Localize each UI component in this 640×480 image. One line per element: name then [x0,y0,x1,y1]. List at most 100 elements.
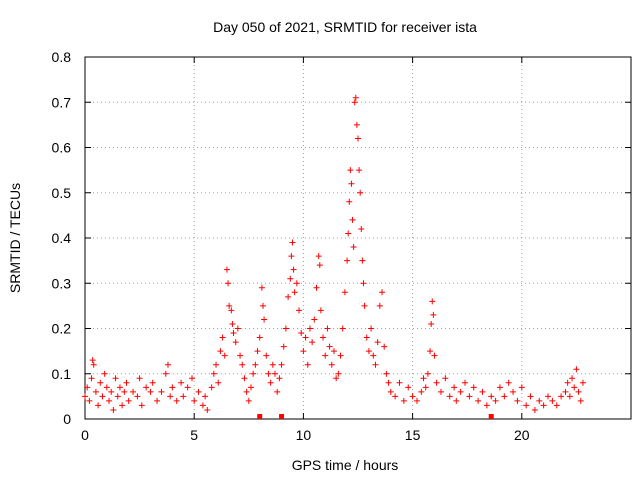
x-axis-label: GPS time / hours [292,457,399,473]
data-point [291,289,298,296]
data-point [365,348,372,355]
data-point [385,379,392,386]
data-point [82,393,88,400]
data-point [285,293,292,300]
y-tick-label: 0.4 [52,230,72,246]
data-point [573,366,580,373]
data-point [272,370,279,377]
data-point [363,334,370,341]
data-point [269,361,276,368]
gap-markers [257,414,494,419]
data-point [347,167,354,174]
data-point [359,257,366,264]
data-point [540,402,547,409]
data-point [210,370,217,377]
data-point [341,289,348,296]
data-point [228,307,235,314]
data-point [95,402,102,409]
data-point [225,280,232,287]
data-point [518,384,525,391]
data-point [372,361,379,368]
data-point [376,302,383,309]
data-point [289,239,296,246]
x-tick-label: 15 [405,427,421,443]
data-point [245,397,252,404]
data-point [250,370,257,377]
data-point [430,311,437,318]
data-point [431,352,438,359]
data-point [247,384,254,391]
data-point [457,388,464,395]
y-tick-label: 0 [63,411,71,427]
data-point [562,388,569,395]
data-point [215,379,222,386]
data-point [138,402,145,409]
data-point [575,388,582,395]
y-tick-label: 0.3 [52,275,72,291]
y-tick-label: 0.1 [52,366,72,382]
data-point [288,253,295,260]
data-point [571,384,578,391]
data-point [178,379,185,386]
data-point [116,384,123,391]
data-point [424,370,431,377]
data-point [462,379,469,386]
data-point [136,375,143,382]
data-point [536,397,543,404]
data-point [564,379,571,386]
data-point [263,352,270,359]
data-point [169,384,176,391]
data-point [527,393,534,400]
data-point [316,262,323,269]
data-point [356,167,363,174]
data-point [287,275,294,282]
data-point [352,94,359,101]
data-point [256,334,263,341]
data-point [400,397,407,404]
data-point [429,298,436,305]
data-point [276,375,283,382]
data-point [360,280,367,287]
data-point [313,284,320,291]
data-point [349,216,356,223]
data-point [350,244,357,251]
data-point [451,384,458,391]
data-point [328,361,335,368]
data-point [208,384,215,391]
data-point [106,397,113,404]
data-point [167,393,174,400]
data-point [147,388,154,395]
data-point [282,325,289,332]
data-point [191,397,198,404]
data-point [112,375,119,382]
data-point [302,334,309,341]
data-points [82,94,586,413]
data-point [531,406,538,413]
data-point [195,388,202,395]
data-point [221,352,228,359]
data-point [232,339,239,346]
data-point [577,397,584,404]
data-point [229,320,236,327]
y-tick-label: 0.6 [52,140,72,156]
x-tick-label: 10 [296,427,312,443]
data-point [243,388,250,395]
data-point [361,302,368,309]
axis-ticks: 0 0.1 0.2 0.3 0.4 0.5 0.6 0.7 0.8 0 5 10 15 20 [52,49,631,443]
data-point [446,393,453,400]
data-point [475,397,482,404]
gap-marker [279,414,285,419]
data-point [405,384,412,391]
data-point [553,402,560,409]
data-point [311,316,318,323]
data-point [501,393,508,400]
grid [85,57,631,419]
data-point [339,325,346,332]
data-point [333,375,340,382]
data-point [199,402,206,409]
data-point [101,370,108,377]
data-point [466,393,473,400]
data-point [290,266,297,273]
data-point [252,361,259,368]
